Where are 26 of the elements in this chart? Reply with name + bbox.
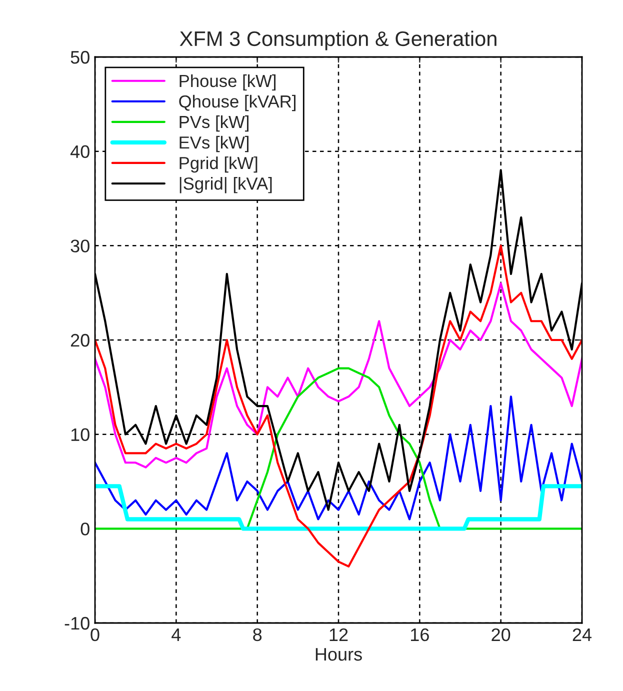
- line-series: [95, 367, 582, 530]
- line-series: [95, 282, 582, 468]
- y-tick-label: 30: [70, 240, 90, 252]
- legend-label: PVs [kW]: [180, 115, 248, 132]
- y-tick-label: 10: [71, 428, 90, 442]
- x-tick-label: 12: [330, 628, 348, 641]
- x-tick-label: 24: [572, 628, 592, 641]
- line-series: [95, 396, 582, 520]
- legend-label: |Sgrid| [kVA]: [180, 176, 272, 194]
- x-tick-label: 0: [90, 628, 100, 642]
- legend-label: Pgrid [kW]: [180, 156, 258, 173]
- x-axis-title: Hours: [316, 648, 362, 661]
- y-tick-label: 0: [80, 522, 90, 536]
- y-tick-label: 50: [70, 50, 90, 64]
- line-series: [95, 244, 582, 568]
- y-tick-label: 20: [70, 334, 90, 347]
- y-tick-label: 40: [70, 145, 90, 158]
- x-tick-label: 20: [492, 628, 510, 642]
- y-tick-label: -10: [64, 616, 90, 630]
- legend-label: Phouse [kW]: [180, 74, 276, 91]
- x-tick-label: 8: [253, 628, 262, 642]
- x-tick-label: 16: [411, 628, 429, 642]
- legend-label: EVs [kW]: [180, 136, 248, 152]
- legend-label: Qhouse [kVAR]: [179, 94, 296, 112]
- x-tick-label: 4: [172, 628, 181, 641]
- chart-title: XFM 3 Consumption & Generation: [180, 30, 496, 50]
